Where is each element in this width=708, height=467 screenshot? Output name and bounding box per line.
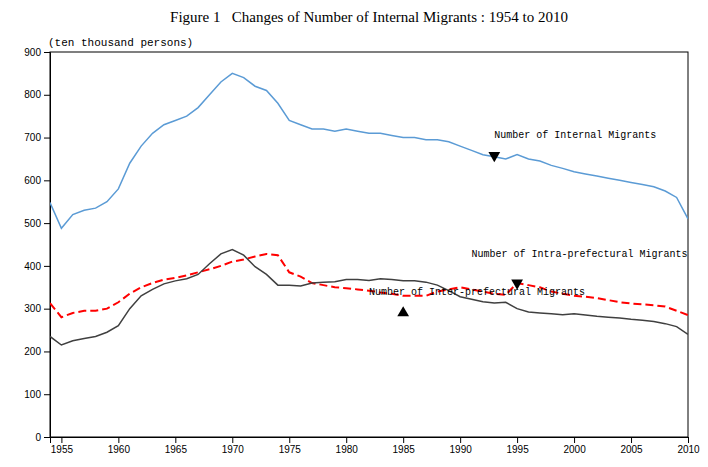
tick-label: 1985 <box>393 444 416 455</box>
x-tick: 1995 <box>506 437 529 455</box>
tick-mark <box>688 437 689 443</box>
chart: 1955196019651970197519801985199019952000… <box>0 0 708 467</box>
y-tick: 400 <box>24 261 50 272</box>
tick-label: 1990 <box>450 444 473 455</box>
plot: 1955196019651970197519801985199019952000… <box>24 47 700 455</box>
tick-label: 100 <box>24 389 41 400</box>
tick-label: 500 <box>24 218 41 229</box>
tick-label: 300 <box>24 303 41 314</box>
tick-label: 700 <box>24 132 41 143</box>
tick-mark <box>44 266 50 267</box>
tick-mark <box>574 437 575 443</box>
tick-mark <box>44 309 50 310</box>
series-line <box>50 250 688 345</box>
tick-mark <box>346 437 347 443</box>
x-tick: 1955 <box>51 437 74 455</box>
x-axis: 1955 1960 1965 1970 1975 1980 1985 1990 1995 2000… <box>51 437 701 455</box>
tick-label: 600 <box>24 175 41 186</box>
y-tick: 300 <box>24 303 50 314</box>
y-tick: 100 <box>24 389 50 400</box>
y-tick: 800 <box>24 89 50 100</box>
series-line <box>50 254 688 317</box>
tick-mark <box>403 437 404 443</box>
tick-label: 2005 <box>620 444 643 455</box>
tick-mark <box>44 52 50 53</box>
tick-mark <box>118 437 119 443</box>
tick-label: 1975 <box>279 444 302 455</box>
tick-mark <box>44 394 50 395</box>
x-tick: 2000 <box>563 437 586 455</box>
y-tick: 0 <box>35 432 50 443</box>
tick-label: 2010 <box>677 444 700 455</box>
annotations: Number of Internal Migrants Number of Int… <box>369 130 688 298</box>
x-tick: 1965 <box>165 437 188 455</box>
x-tick: 1985 <box>393 437 416 455</box>
tick-mark <box>460 437 461 443</box>
tick-mark <box>517 437 518 443</box>
y-tick: 900 <box>24 47 50 58</box>
tick-label: 1960 <box>108 444 131 455</box>
annotation-marker <box>488 152 500 162</box>
annotation-text: Number of Inter-prefectural Migrants <box>369 287 585 298</box>
plot-frame <box>50 52 688 437</box>
x-tick: 1970 <box>222 437 245 455</box>
series-line <box>50 73 688 228</box>
tick-label: 1980 <box>336 444 359 455</box>
tick-label: 0 <box>35 432 41 443</box>
y-tick: 500 <box>24 218 50 229</box>
x-tick: 2005 <box>620 437 643 455</box>
tick-label: 400 <box>24 261 41 272</box>
y-axis: 0 100 200 300 400 500 600 700 800 900 <box>24 47 50 443</box>
chart-title: Figure 1 Changes of Number of Internal M… <box>170 9 568 25</box>
tick-mark <box>232 437 233 443</box>
y-axis-label: (ten thousand persons) <box>48 37 193 49</box>
tick-mark <box>44 223 50 224</box>
tick-label: 1970 <box>222 444 245 455</box>
x-tick: 1960 <box>108 437 131 455</box>
y-tick: 700 <box>24 132 50 143</box>
tick-label: 2000 <box>563 444 586 455</box>
tick-mark <box>289 437 290 443</box>
x-tick: 2010 <box>677 437 700 455</box>
tick-mark <box>44 138 50 139</box>
y-tick: 200 <box>24 346 50 357</box>
tick-label: 1955 <box>51 444 74 455</box>
tick-mark <box>61 437 62 443</box>
tick-label: 900 <box>24 47 41 58</box>
y-tick: 600 <box>24 175 50 186</box>
x-tick: 1990 <box>450 437 473 455</box>
annotation-text: Number of Intra-prefectural Migrants <box>472 249 688 260</box>
x-tick: 1975 <box>279 437 302 455</box>
annotation-text: Number of Internal Migrants <box>494 130 656 141</box>
x-tick: 1980 <box>336 437 359 455</box>
tick-label: 800 <box>24 89 41 100</box>
marks <box>50 73 688 345</box>
tick-mark <box>44 437 50 438</box>
tick-mark <box>44 351 50 352</box>
tick-label: 1995 <box>506 444 529 455</box>
axis-line <box>51 438 689 444</box>
tick-mark <box>631 437 632 443</box>
annotation-marker <box>397 306 409 316</box>
tick-mark <box>175 437 176 443</box>
axis-line <box>44 53 51 438</box>
tick-label: 200 <box>24 346 41 357</box>
tick-mark <box>44 95 50 96</box>
tick-mark <box>44 180 50 181</box>
tick-label: 1965 <box>165 444 188 455</box>
